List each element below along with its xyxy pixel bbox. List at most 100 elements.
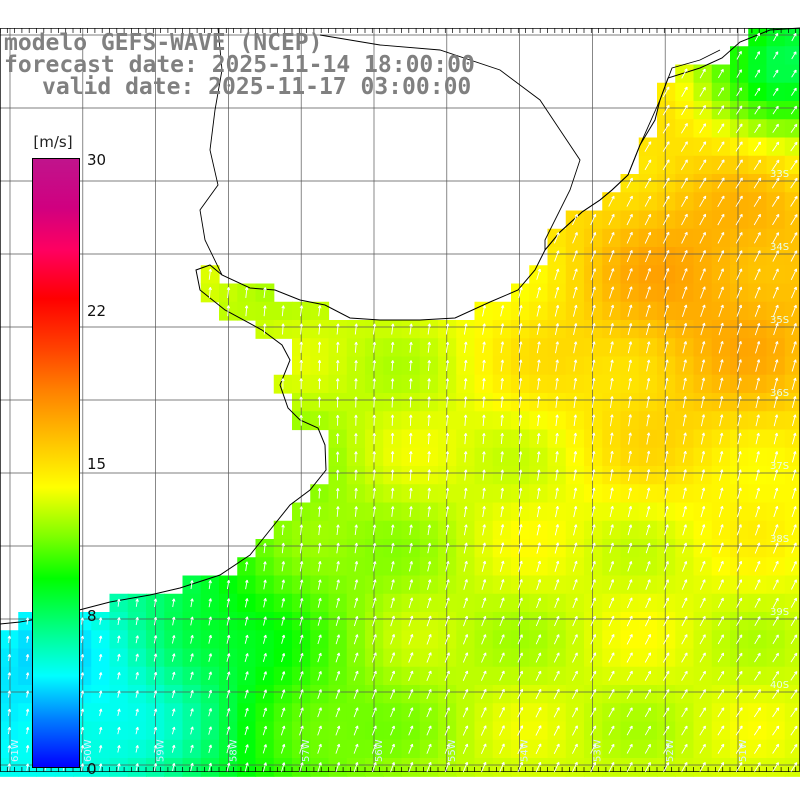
wind-arrow xyxy=(590,743,597,754)
wind-arrow xyxy=(25,745,30,753)
wind-arrow xyxy=(681,634,688,645)
wind-arrow xyxy=(717,652,725,663)
wind-arrow xyxy=(626,652,633,663)
wind-arrow xyxy=(226,689,231,699)
colorbar-gradient xyxy=(33,159,79,767)
wind-arrow xyxy=(372,579,377,590)
wind-arrow xyxy=(700,414,706,427)
wind-arrow xyxy=(772,707,780,718)
wind-arrow xyxy=(535,725,542,736)
wind-arrow xyxy=(572,286,578,299)
wind-arrow xyxy=(755,469,760,481)
wind-arrow xyxy=(662,177,670,189)
wind-arrow xyxy=(737,432,742,445)
model-title: modelo GEFS-WAVE (NCEP) xyxy=(4,30,323,56)
wind-arrow xyxy=(772,579,779,590)
wind-arrow xyxy=(408,615,414,627)
wind-arrow xyxy=(336,561,340,572)
wind-arrow xyxy=(500,487,505,499)
forecast-date: forecast date: 2025-11-14 18:00:00 xyxy=(4,52,475,78)
wind-arrow xyxy=(717,762,725,773)
wind-arrow xyxy=(790,762,798,772)
wind-arrow xyxy=(482,432,486,445)
longitude-label: 55W xyxy=(447,739,458,762)
wind-arrow xyxy=(482,524,486,536)
wind-arrow xyxy=(735,213,743,226)
wind-arrow xyxy=(317,616,322,626)
wind-arrow xyxy=(644,652,652,663)
wind-arrow xyxy=(98,726,103,735)
wind-arrow xyxy=(591,323,596,336)
wind-arrow xyxy=(426,633,432,645)
wind-arrow xyxy=(644,615,651,627)
wind-arrow xyxy=(699,762,706,773)
wind-arrow xyxy=(408,761,414,773)
wind-arrow xyxy=(299,305,304,317)
speed-cell xyxy=(784,447,800,467)
wind-arrow xyxy=(681,86,688,97)
wind-arrow xyxy=(517,652,523,663)
wind-arrow xyxy=(171,635,176,644)
wind-arrow xyxy=(754,616,761,627)
wind-arrow xyxy=(500,341,505,354)
wind-arrow xyxy=(608,707,615,718)
wind-arrow xyxy=(445,359,450,372)
wind-arrow xyxy=(590,286,596,299)
wind-arrow xyxy=(244,287,249,298)
wind-arrow xyxy=(609,396,614,408)
wind-arrow xyxy=(628,414,632,427)
wind-arrow xyxy=(171,671,176,680)
wind-arrow xyxy=(681,250,688,263)
wind-arrow xyxy=(554,268,560,281)
wind-arrow xyxy=(573,451,578,463)
speed-cell xyxy=(784,721,800,741)
wind-arrow xyxy=(663,268,670,281)
wind-arrow xyxy=(555,341,560,354)
wind-arrow xyxy=(464,359,468,372)
wind-arrow xyxy=(226,744,231,754)
wind-arrow xyxy=(628,377,632,390)
wind-arrow xyxy=(573,469,578,481)
wind-arrow xyxy=(190,762,194,772)
wind-arrow xyxy=(773,377,779,390)
wind-arrow xyxy=(208,268,213,280)
wind-arrow xyxy=(644,762,651,773)
wind-arrow xyxy=(353,743,359,754)
wind-arrow xyxy=(773,359,779,372)
wind-arrow xyxy=(444,652,450,663)
wind-arrow xyxy=(500,542,505,554)
wind-arrow xyxy=(753,195,762,207)
wind-arrow xyxy=(317,359,322,372)
wind-arrow xyxy=(680,159,688,171)
wind-arrow xyxy=(626,707,633,718)
wind-arrow xyxy=(609,359,614,372)
wind-arrow xyxy=(317,597,322,608)
speed-cell xyxy=(784,283,800,303)
wind-arrow xyxy=(408,597,414,609)
wind-arrow xyxy=(626,670,633,681)
wind-arrow xyxy=(371,670,377,681)
wind-arrow xyxy=(609,524,614,536)
wind-arrow xyxy=(263,561,267,572)
wind-arrow xyxy=(772,743,780,754)
wind-arrow xyxy=(445,341,450,353)
wind-arrow xyxy=(772,616,779,626)
wind-arrow xyxy=(499,560,505,572)
longitude-label: 54W xyxy=(520,739,531,762)
wind-arrow xyxy=(736,579,743,590)
wind-arrow xyxy=(755,505,761,518)
wind-arrow xyxy=(609,414,614,427)
wind-arrow xyxy=(591,396,596,408)
wind-arrow xyxy=(317,670,322,681)
wind-arrow xyxy=(390,615,395,627)
longitude-label: 58W xyxy=(228,739,239,762)
wind-arrow xyxy=(681,615,688,627)
wind-arrow xyxy=(500,469,505,481)
wind-arrow xyxy=(444,743,450,754)
wind-arrow xyxy=(700,322,706,336)
wind-arrow xyxy=(791,542,797,554)
wind-arrow xyxy=(735,159,743,171)
wind-arrow xyxy=(773,469,779,481)
wind-arrow xyxy=(591,487,596,499)
wind-arrow xyxy=(480,707,487,718)
